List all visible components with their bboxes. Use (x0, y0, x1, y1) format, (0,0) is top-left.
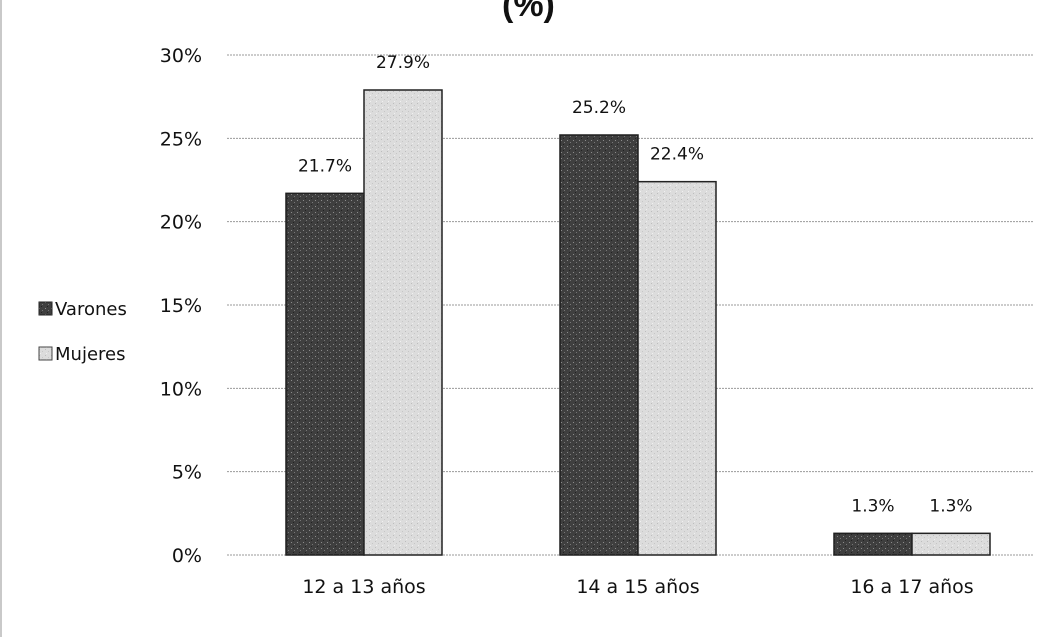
legend-label-mujeres: Mujeres (55, 344, 125, 365)
y-tick-label: 25% (160, 128, 202, 150)
bar-mujeres-2 (911, 532, 991, 556)
x-axis: 12 a 13 años 14 a 15 años 16 a 17 años (302, 576, 973, 598)
data-label-mujeres-0: 27.9% (376, 53, 430, 73)
bar-mujeres-0 (363, 89, 443, 556)
data-label-varones-1: 25.2% (572, 98, 626, 118)
y-tick-label: 30% (160, 45, 202, 67)
legend: Varones Mujeres (38, 299, 127, 365)
legend-swatch-varones (38, 301, 53, 316)
y-tick-label: 15% (160, 295, 202, 317)
x-category-label: 12 a 13 años (302, 576, 425, 598)
data-label-mujeres-1: 22.4% (650, 145, 704, 165)
bars (285, 89, 991, 556)
data-label-varones-0: 21.7% (298, 156, 352, 176)
bar-varones-0 (285, 192, 365, 556)
legend-swatch-mujeres (38, 346, 53, 361)
y-tick-label: 20% (160, 212, 202, 234)
data-labels: 21.7% 25.2% 1.3% 27.9% 22.4% 1.3% (298, 53, 973, 516)
y-tick-label: 5% (172, 462, 202, 484)
data-label-mujeres-2: 1.3% (929, 496, 972, 516)
x-category-label: 14 a 15 años (576, 576, 699, 598)
data-label-varones-2: 1.3% (851, 496, 894, 516)
x-category-label: 16 a 17 años (850, 576, 973, 598)
y-tick-label: 10% (160, 378, 202, 400)
legend-item-mujeres: Mujeres (38, 344, 125, 365)
y-tick-label: 0% (172, 545, 202, 567)
legend-item-varones: Varones (38, 299, 127, 320)
legend-label-varones: Varones (55, 299, 127, 320)
bar-varones-1 (559, 134, 639, 556)
bar-varones-2 (833, 532, 913, 556)
bar-mujeres-1 (637, 180, 717, 556)
y-axis: 0% 5% 10% 15% 20% 25% 30% (160, 45, 202, 567)
chart-title: (%) (502, 0, 555, 24)
